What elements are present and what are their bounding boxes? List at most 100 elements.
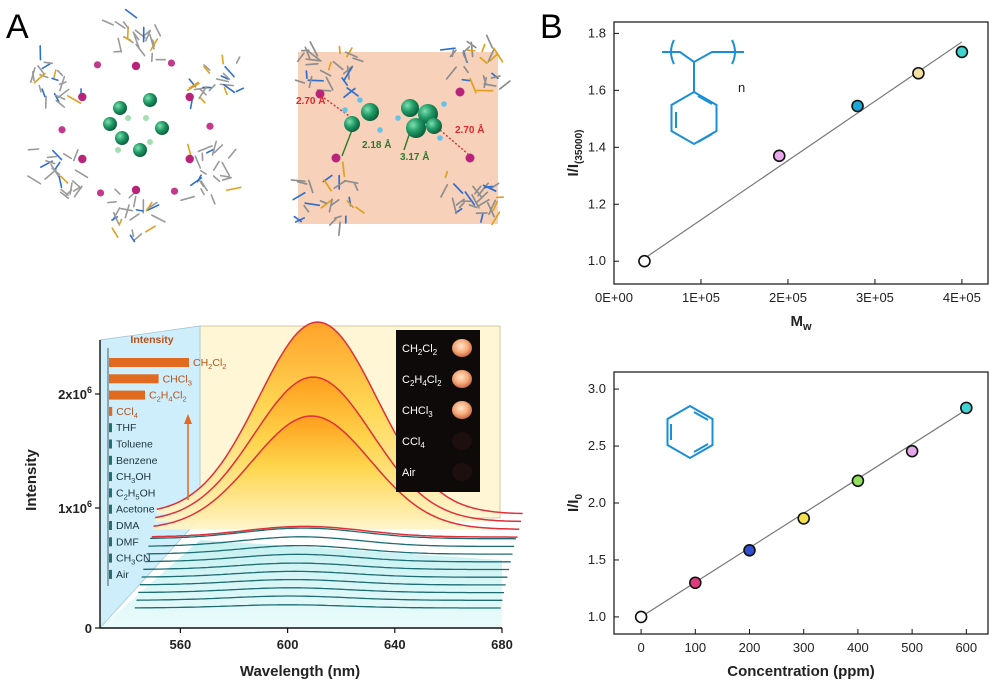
metal-atom <box>456 88 465 97</box>
bond-line <box>146 226 155 232</box>
bond-line <box>302 50 309 51</box>
distance-label-green-2: 3.17 Å <box>400 150 429 163</box>
bond-line <box>58 71 63 76</box>
bond-line <box>222 162 229 175</box>
inset-bar <box>109 554 112 563</box>
benzene-double-bond <box>698 134 712 142</box>
bond-line <box>136 210 142 211</box>
metal-atom <box>466 154 475 163</box>
inset-bar-label: DMF <box>116 536 139 548</box>
y-tick-label: 1.4 <box>588 139 606 154</box>
x-tick-label: 100 <box>684 640 706 655</box>
panel-label-b: B <box>540 8 563 46</box>
photo-label: C2H4Cl2 <box>402 374 442 388</box>
inset-bar <box>109 440 112 449</box>
bond-line <box>200 97 205 102</box>
bond-line <box>229 149 236 158</box>
bond-line <box>201 189 204 195</box>
guest-atom <box>103 117 117 131</box>
inset-bar-label: DMA <box>116 520 139 532</box>
distance-label-green-1: 2.18 Å <box>362 138 391 151</box>
bond-line <box>468 50 475 51</box>
bond-line <box>195 156 200 168</box>
inset-bar <box>109 407 112 416</box>
hydrogen-atom <box>437 135 443 141</box>
plot-frame <box>614 22 988 284</box>
data-point <box>961 402 972 413</box>
crystal-structure-hexagonal-image <box>28 10 243 242</box>
bond-line <box>213 176 219 181</box>
bond-line <box>125 205 129 218</box>
metal-atom <box>171 188 178 195</box>
metal-atom <box>132 62 140 70</box>
data-point <box>913 68 924 79</box>
bond-line <box>306 64 318 65</box>
metal-atom <box>185 93 193 101</box>
bond-line <box>39 86 41 92</box>
x-tick-label: 3E+05 <box>856 290 894 305</box>
bond-line <box>130 214 139 220</box>
metal-atom <box>94 61 101 68</box>
bond-line <box>132 230 133 236</box>
guest-atom <box>133 143 147 157</box>
x-tick-label: 2E+05 <box>769 290 807 305</box>
bond-line <box>48 157 57 158</box>
inset-bar-label: CHCl3 <box>163 373 192 387</box>
bond-line <box>500 81 510 89</box>
guest-atom <box>344 116 360 132</box>
inset-bar <box>109 423 112 432</box>
x-tick-label: 400 <box>847 640 869 655</box>
guest-atom <box>361 103 379 121</box>
bond-line <box>136 44 145 55</box>
y-tick-label: 3.0 <box>588 381 606 396</box>
metal-atom <box>185 155 193 163</box>
bond-line <box>201 181 207 190</box>
inset-bar <box>109 521 112 530</box>
inset-title: Intensity <box>130 334 173 346</box>
x-axis-title: Wavelength (nm) <box>240 663 360 680</box>
bond-line <box>76 170 88 177</box>
data-point <box>852 475 863 486</box>
benzene-ring <box>667 406 712 458</box>
bond-line <box>181 197 194 201</box>
bond-line <box>60 82 66 84</box>
guest-atom <box>401 99 419 117</box>
x-tick-label: 0E+00 <box>595 290 633 305</box>
bond-line <box>42 64 50 69</box>
bond-line <box>224 88 227 95</box>
x-tick-label: 4E+05 <box>943 290 981 305</box>
guest-atom-small <box>115 147 121 153</box>
bond-line <box>462 80 469 81</box>
bond-line <box>103 20 114 25</box>
data-point <box>798 513 809 524</box>
bond-line <box>487 35 493 48</box>
inset-bar-label: C2H4Cl2 <box>149 390 187 404</box>
bond-line <box>54 70 56 77</box>
bond-line <box>227 187 241 190</box>
bond-line <box>61 176 68 183</box>
bond-line <box>115 189 120 194</box>
hydrogen-atom <box>357 97 363 103</box>
inset-bar-label: Toluene <box>116 439 153 451</box>
inset-bar <box>109 570 112 579</box>
y-tick-label: 1.0 <box>588 253 606 268</box>
inset-bar-label: Acetone <box>116 504 155 516</box>
guest-atom-small <box>143 115 149 121</box>
bond-line <box>214 162 219 171</box>
inset-bar <box>109 505 112 514</box>
bond-line <box>155 25 160 36</box>
y-tick-label: 1.0 <box>588 609 606 624</box>
y-tick-label: 1.2 <box>588 196 606 211</box>
hydrogen-atom <box>342 107 348 113</box>
bond-line <box>74 150 78 161</box>
bond-line <box>73 181 81 188</box>
polymer-subscript: n <box>738 80 745 95</box>
bond-line <box>129 193 134 198</box>
x-tick-label: 0 <box>637 640 644 655</box>
inset-bar <box>109 472 112 481</box>
bond-line <box>134 196 136 206</box>
bond-line <box>126 10 137 18</box>
y-tick-label: 2x106 <box>58 385 92 402</box>
